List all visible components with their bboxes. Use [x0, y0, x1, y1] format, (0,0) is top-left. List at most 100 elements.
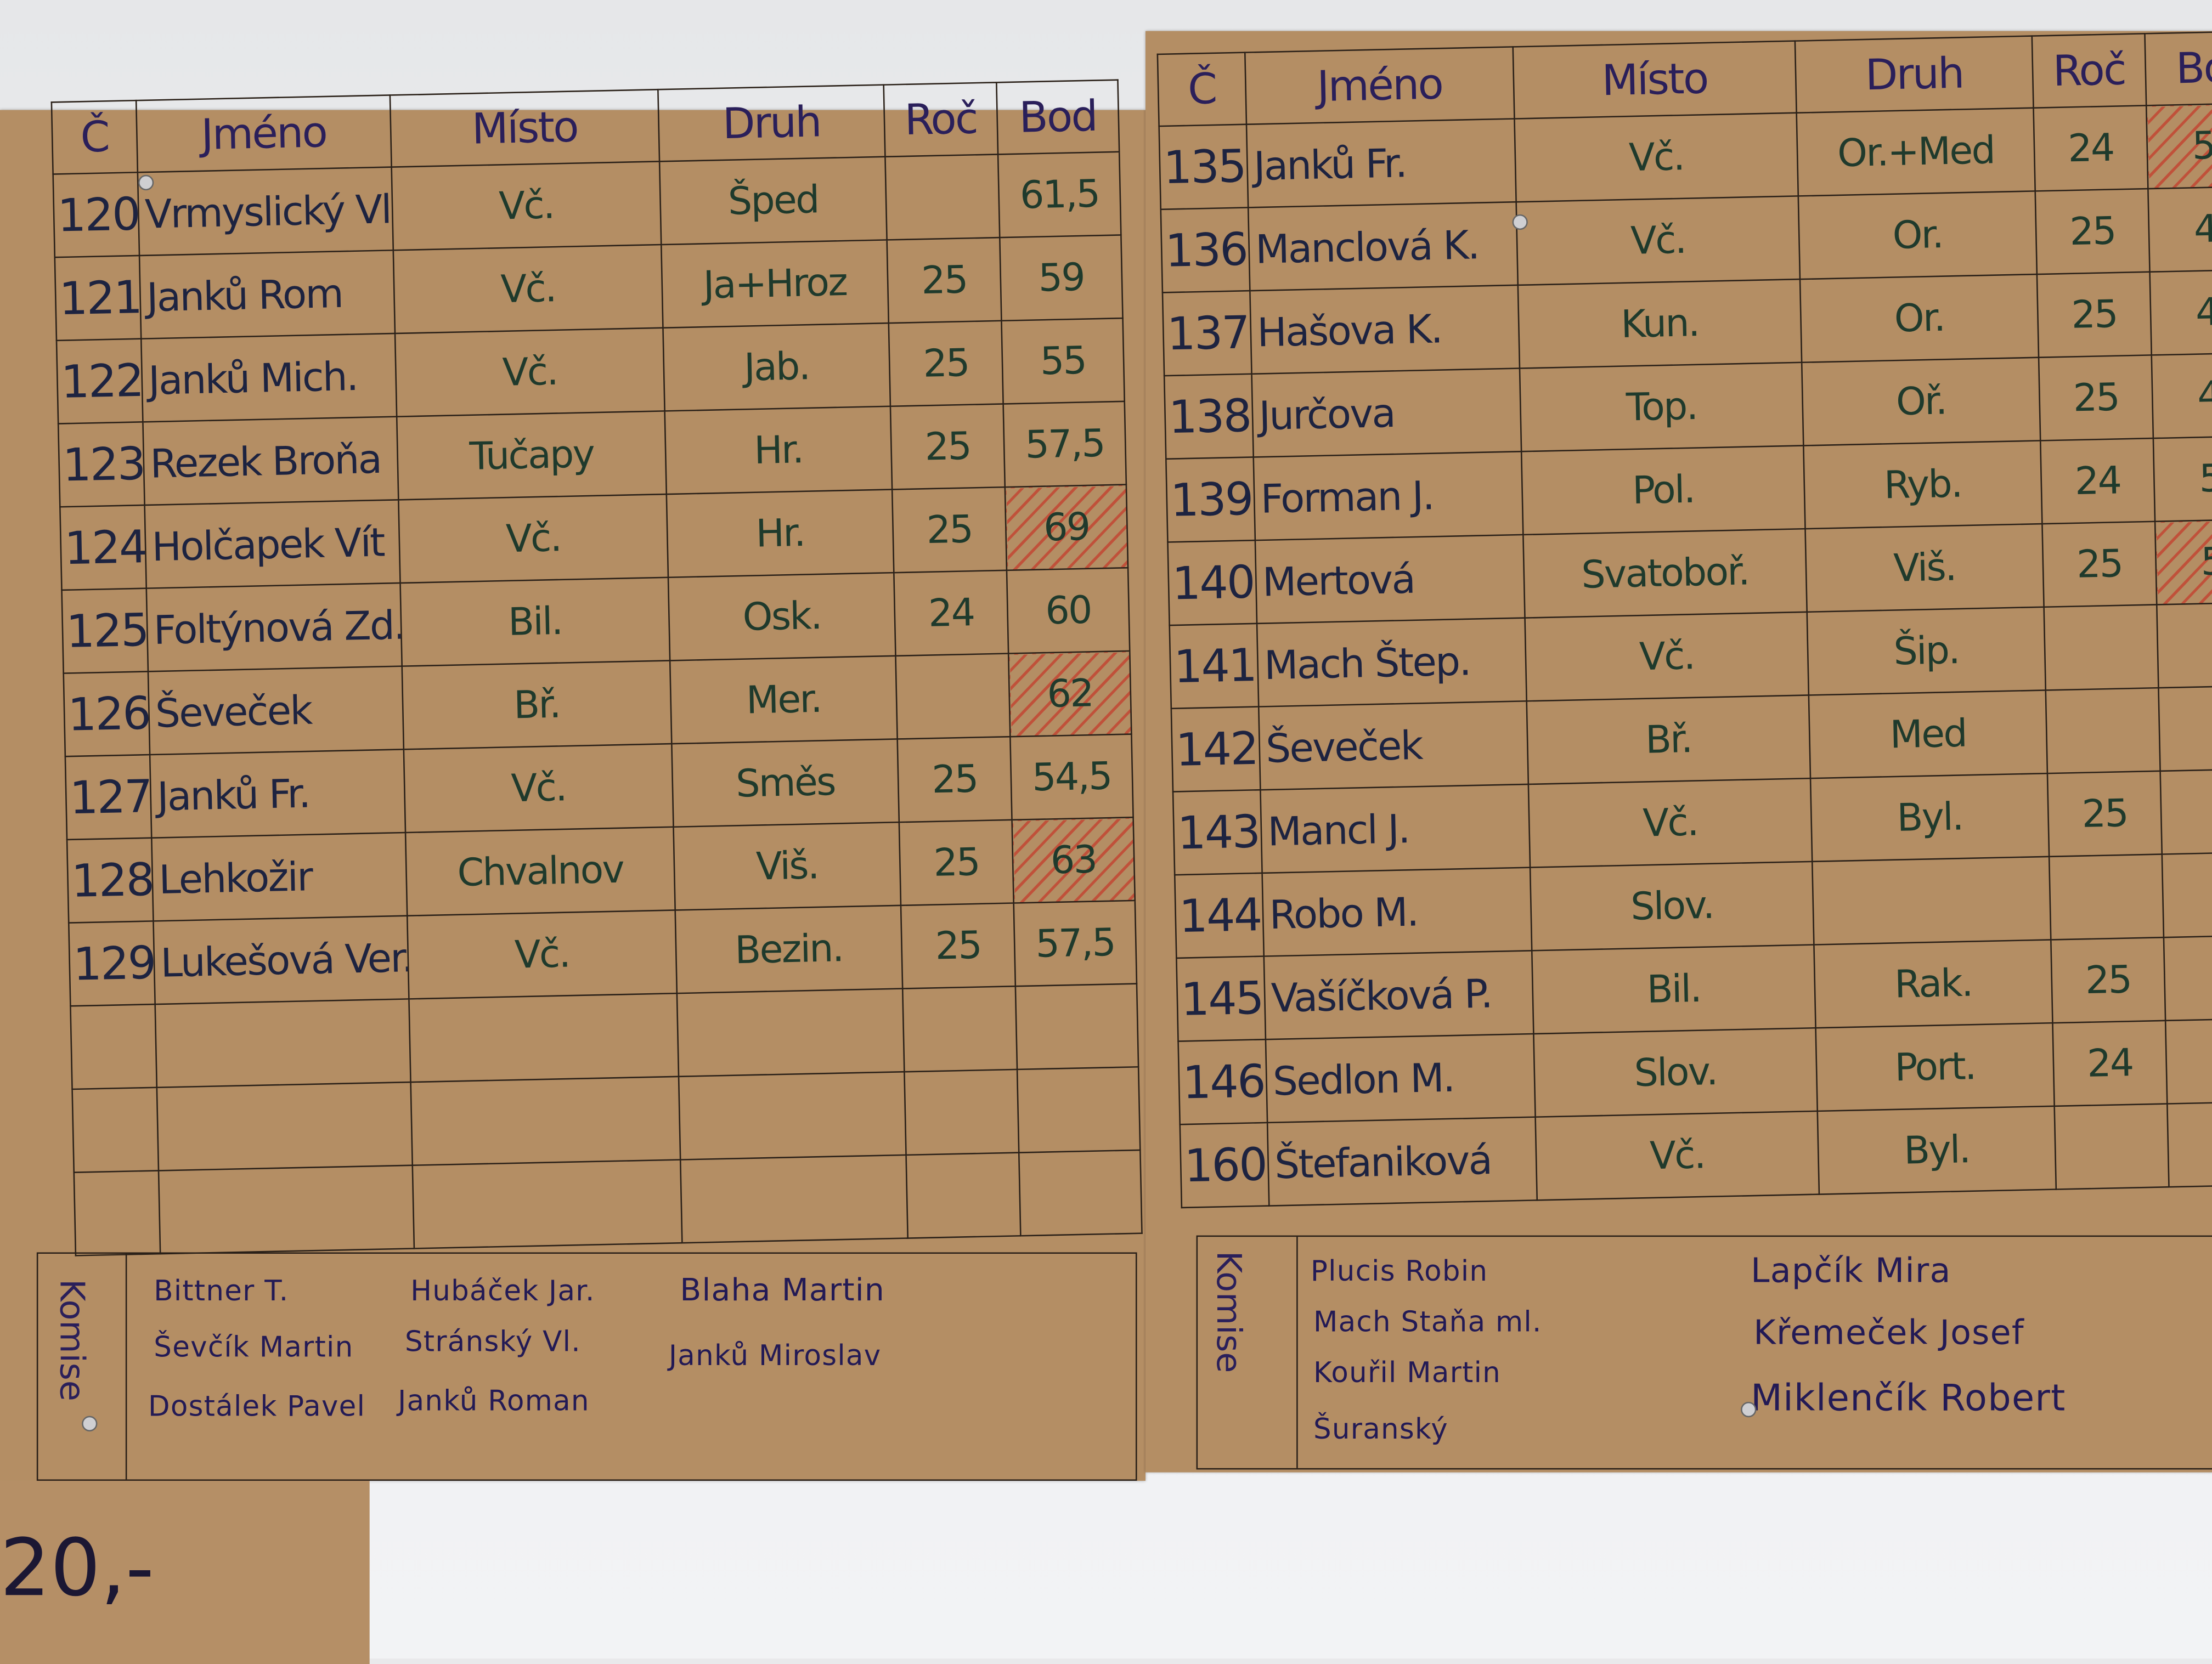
cell-druh [679, 1072, 906, 1160]
cell-misto: Slov. [1533, 1028, 1818, 1117]
cell-misto: Pol. [1521, 445, 1805, 535]
cell-jmeno [159, 1165, 414, 1254]
cell-c: 125 [61, 588, 148, 673]
column-header: Jméno [136, 95, 392, 173]
cell-c [74, 1170, 161, 1256]
cell-roc: 25 [901, 903, 1015, 989]
cell-bod: 55 [1001, 318, 1125, 404]
cell-bod [1015, 983, 1139, 1069]
cell-c [70, 1004, 157, 1089]
cell-jmeno: Forman J. [1253, 451, 1523, 541]
cell-roc [2045, 688, 2160, 774]
komise-member: Šuranský [1313, 1411, 1448, 1446]
cell-roc: 25 [2047, 771, 2162, 857]
cell-druh: Hr. [666, 489, 894, 578]
komise-member: Lapčík Mira [1751, 1250, 1951, 1291]
cell-bod [2158, 685, 2212, 771]
cell-druh: Šped [659, 156, 887, 245]
cell-c: 139 [1166, 457, 1255, 542]
cell-druh: Oř. [1802, 357, 2041, 446]
komise-member: Janků Roman [398, 1383, 590, 1418]
komise-member: Bittner T. [154, 1273, 289, 1308]
cell-c: 122 [56, 338, 143, 424]
cell-jmeno: Vašíčková P. [1263, 950, 1534, 1040]
cell-misto: Vč. [407, 910, 677, 999]
cell-c: 160 [1180, 1122, 1269, 1208]
cell-jmeno: Lukešová Ver. [153, 915, 409, 1005]
cell-jmeno: Manclová K. [1248, 202, 1518, 291]
divider [125, 1253, 127, 1480]
column-header: Č [51, 100, 138, 174]
column-header: Bod [996, 80, 1120, 155]
cell-c: 129 [69, 921, 155, 1006]
cell-c: 138 [1164, 373, 1254, 459]
cell-c: 120 [53, 172, 140, 258]
cell-roc: 25 [888, 320, 1003, 406]
cell-bod: 57,5 [1003, 401, 1126, 488]
komise-member: Kouřil Martin [1313, 1355, 1502, 1389]
cell-misto: Vč. [391, 161, 662, 251]
cell-misto: Svatoboř. [1523, 529, 1807, 618]
pin-icon [82, 1416, 98, 1431]
cell-bod: 4 [2148, 186, 2212, 272]
cell-bod: 57,5 [1013, 900, 1137, 987]
cell-misto: Vč. [1535, 1111, 1819, 1201]
cell-misto: Top. [1519, 362, 1804, 452]
cell-c: 123 [58, 422, 145, 507]
cell-misto: Tučapy [397, 411, 667, 500]
cell-bod: 60 [1006, 568, 1130, 654]
cell-jmeno: Janků Fr. [150, 749, 406, 838]
price-text: 20,- [0, 1523, 154, 1615]
left-results-table: Č Jméno Místo Druh Roč Bod 120 Vrmyslický Vl. Vč… [51, 79, 1143, 1256]
pin-icon [1741, 1401, 1757, 1418]
cell-bod: 4 [2149, 269, 2212, 355]
cell-bod [2163, 935, 2212, 1021]
left-komise-label: Komise [52, 1279, 92, 1401]
cell-jmeno: Ševeček [148, 666, 404, 755]
cell-druh: Port. [1815, 1023, 2055, 1111]
cell-c: 140 [1167, 540, 1257, 626]
cell-roc [895, 653, 1011, 739]
komise-member: Blaha Martin [680, 1273, 885, 1309]
cell-druh [1812, 856, 2051, 945]
cell-jmeno: Janků Rom [139, 250, 395, 339]
cell-misto: Vč. [394, 327, 665, 417]
cell-c: 142 [1171, 706, 1261, 792]
cell-druh: Ryb. [1803, 440, 2042, 529]
cell-c: 127 [65, 755, 152, 840]
cell-misto [409, 993, 679, 1083]
cell-c: 136 [1160, 207, 1250, 293]
cell-jmeno: Štefaniková [1267, 1117, 1537, 1206]
right-sheet [1145, 31, 2212, 1473]
column-header: Roč [2032, 33, 2147, 108]
cell-c: 126 [63, 671, 150, 757]
cell-druh: Rak. [1814, 939, 2053, 1028]
cell-bod: 61,5 [998, 151, 1121, 238]
column-header: Roč [883, 82, 998, 157]
cell-jmeno: Rezek Broňa [143, 416, 399, 505]
cell-druh: Or. [1798, 191, 2037, 280]
cell-misto: Bř. [1526, 695, 1811, 784]
cell-roc [885, 154, 1000, 240]
cell-druh: Bezin. [675, 905, 903, 994]
cell-bod: 5 [2155, 519, 2212, 605]
komise-member: Dostálek Pavel [148, 1389, 366, 1423]
cell-roc [904, 1069, 1019, 1155]
cell-druh: Or.+Med [1796, 107, 2035, 196]
cell-c: 141 [1169, 623, 1259, 709]
cell-druh: Byl. [1810, 773, 2050, 862]
cell-bod: 54,5 [1010, 734, 1133, 820]
komise-member: Janků Miroslav [668, 1338, 882, 1372]
cell-bod: 69 [1005, 484, 1128, 570]
cell-druh: Or. [1799, 274, 2039, 363]
cell-roc: 25 [2039, 355, 2153, 441]
cell-roc: 25 [2035, 189, 2150, 275]
cell-roc [2044, 604, 2159, 690]
cell-druh: Viš. [1805, 524, 2044, 612]
komise-member: Ševčík Martin [154, 1329, 354, 1364]
cell-misto: Vč. [1528, 778, 1813, 868]
cell-roc: 24 [2052, 1020, 2168, 1106]
komise-member: Plucis Robin [1310, 1253, 1488, 1288]
cell-bod: 5 [2153, 435, 2212, 522]
cell-jmeno: Holčapek Vít [144, 500, 400, 588]
